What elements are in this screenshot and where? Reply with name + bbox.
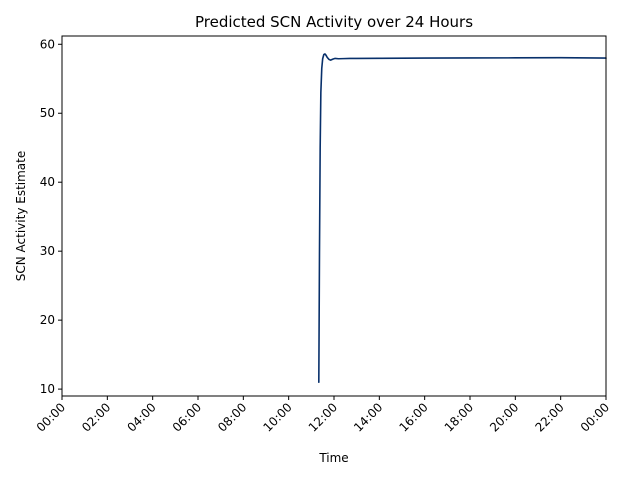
x-axis-label: Time bbox=[318, 451, 348, 465]
y-tick-label: 60 bbox=[40, 37, 55, 51]
y-tick-label: 30 bbox=[40, 244, 55, 258]
series-line-0 bbox=[318, 53, 607, 384]
y-tick-label: 40 bbox=[40, 175, 55, 189]
y-tick-label: 50 bbox=[40, 106, 55, 120]
y-axis-label: SCN Activity Estimate bbox=[14, 151, 28, 281]
y-tick-label: 20 bbox=[40, 313, 55, 327]
y-tick-label: 10 bbox=[40, 382, 55, 396]
y-axis-ticks: 10 20 30 40 50 60 bbox=[40, 37, 62, 396]
chart-title: Predicted SCN Activity over 24 Hours bbox=[195, 13, 473, 31]
plot-lines bbox=[318, 53, 607, 384]
